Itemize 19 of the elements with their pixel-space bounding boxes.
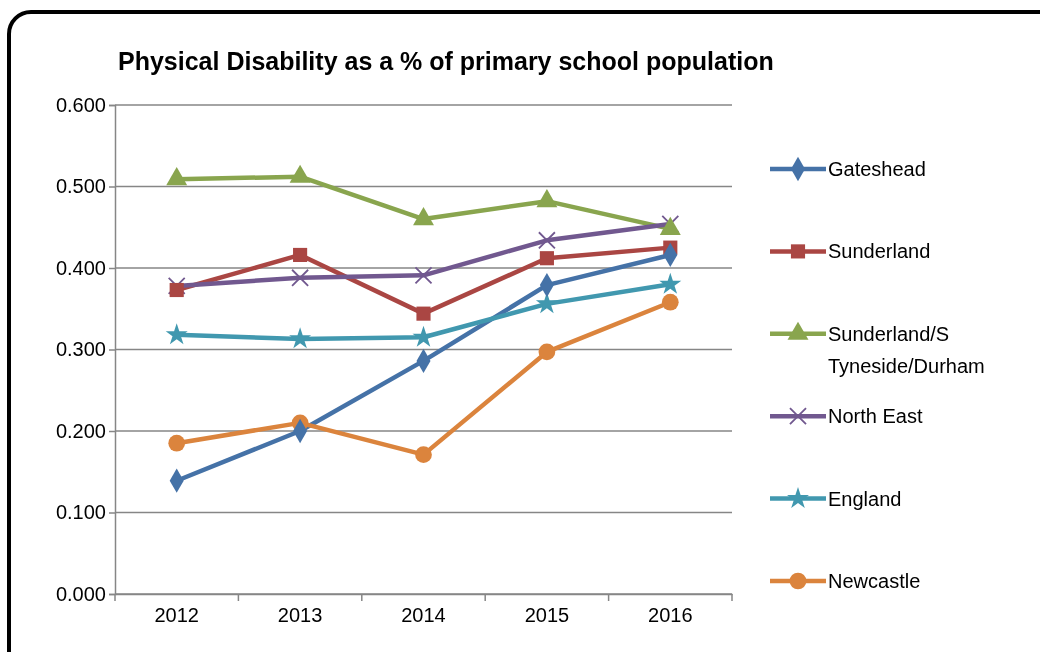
y-tick-label: 0.200	[55, 419, 106, 442]
x-tick-label: 2016	[648, 604, 693, 627]
legend-label: Newcastle	[828, 570, 921, 592]
legend-label: Gateshead	[828, 158, 926, 180]
y-tick-label: 0.600	[55, 93, 106, 116]
x-tick-label: 2014	[401, 604, 446, 627]
y-tick-label: 0.100	[55, 501, 106, 524]
y-tick-label: 0.500	[55, 175, 106, 198]
x-tick-label: 2012	[154, 604, 199, 627]
y-tick-label: 0.300	[55, 338, 106, 361]
legend-label: North East	[828, 405, 923, 428]
y-tick-label: 0.000	[55, 582, 106, 605]
y-tick-label: 0.400	[55, 256, 106, 279]
chart-title: Physical Disability as a % of primary school population	[118, 47, 774, 75]
legend-label: Sunderland	[828, 240, 931, 263]
legend-label: England	[828, 487, 902, 510]
x-tick-label: 2015	[524, 604, 570, 627]
legend-label: Sunderland/S Tyneside/Durham	[828, 322, 985, 377]
x-tick-label: 2013	[277, 604, 323, 627]
